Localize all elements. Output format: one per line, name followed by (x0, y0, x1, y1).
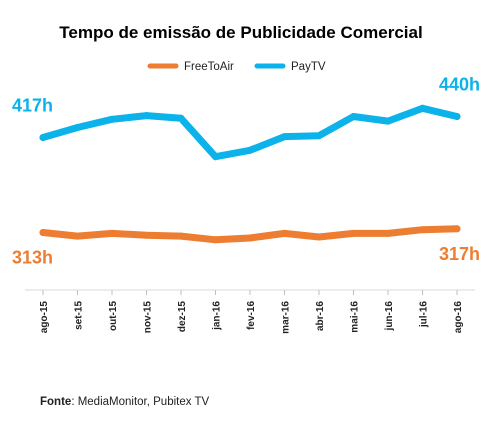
end-labels: 417h 440h 313h 317h (12, 75, 480, 268)
data-point-paytv (281, 133, 288, 141)
source-note: Fonte: MediaMonitor, Pubitex TV (40, 396, 209, 408)
x-tick-label: jun-16 (384, 301, 395, 332)
data-point-freetoair (177, 232, 185, 240)
x-axis-ticks: ago-15 set-15 out-15 nov-15 dez-15 jan-16 fev-… (39, 290, 464, 334)
x-tick-label: set-15 (74, 301, 85, 330)
legend-label-freetoair: FreeToAir (184, 61, 234, 73)
data-point-paytv (384, 117, 392, 125)
data-point-freetoair (281, 229, 288, 237)
end-label-paytv-start: 417h (12, 96, 53, 116)
data-point-paytv (177, 114, 185, 122)
data-point-freetoair (74, 232, 81, 240)
data-point-paytv (143, 112, 150, 120)
data-point-paytv (453, 113, 461, 120)
source-text: : MediaMonitor, Pubitex TV (71, 396, 210, 408)
data-point-freetoair (453, 225, 461, 233)
data-point-freetoair (384, 229, 392, 237)
chart-title: Tempo de emissão de Publicidade Comercia… (59, 23, 422, 42)
data-point-freetoair (315, 233, 323, 241)
end-label-freetoair-end: 317h (439, 244, 480, 264)
x-tick-label: out-15 (108, 301, 119, 331)
data-point-freetoair (143, 231, 150, 239)
x-tick-label: fev-16 (246, 301, 257, 330)
data-point-freetoair (246, 234, 254, 242)
x-tick-label: nov-15 (143, 301, 154, 334)
data-point-freetoair (350, 229, 357, 237)
data-point-paytv (315, 132, 323, 140)
series-layer (39, 104, 461, 244)
end-label-paytv-end: 440h (439, 75, 480, 95)
legend: FreeToAir PayTV (147, 61, 326, 73)
x-tick-label: mar-16 (281, 301, 292, 334)
data-point-paytv (246, 146, 254, 154)
x-tick-label: ago-16 (453, 301, 464, 334)
x-tick-label: abr-16 (315, 301, 326, 331)
x-tick-label: jul-16 (419, 301, 430, 329)
x-tick-label: mai-16 (350, 301, 361, 333)
data-point-freetoair (419, 226, 426, 234)
x-tick-label: dez-15 (177, 301, 188, 333)
end-label-freetoair-start: 313h (12, 248, 53, 268)
data-point-paytv (419, 104, 426, 112)
data-point-freetoair (212, 236, 219, 244)
data-point-paytv (74, 124, 81, 131)
data-point-paytv (212, 153, 219, 161)
x-tick-label: ago-15 (39, 301, 50, 334)
data-point-paytv (108, 115, 116, 123)
x-tick-label: jan-16 (212, 301, 223, 331)
source-label: Fonte (40, 396, 72, 408)
data-point-paytv (350, 113, 357, 120)
legend-label-paytv: PayTV (291, 61, 326, 73)
data-point-paytv (39, 134, 47, 141)
data-point-freetoair (108, 229, 116, 237)
data-point-freetoair (39, 229, 47, 236)
